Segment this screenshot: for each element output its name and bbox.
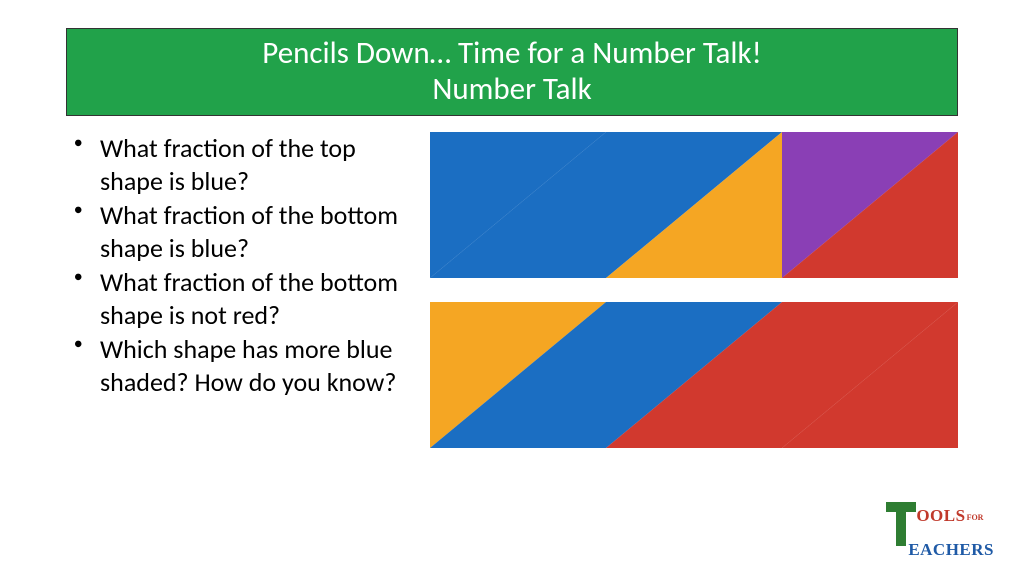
logo-ools: OOLS (916, 508, 965, 524)
question-item: Which shape has more blue shaded? How do… (70, 333, 415, 398)
shape-cell (606, 302, 782, 448)
question-item: What fraction of the bottom shape is not… (70, 266, 415, 331)
title-line-1: Pencils Down… Time for a Number Talk! (262, 36, 761, 72)
shape-row-bottom (430, 302, 958, 448)
question-item: What fraction of the top shape is blue? (70, 132, 415, 197)
logo-t-icon (886, 502, 916, 546)
shape-cell (430, 302, 606, 448)
question-item: What fraction of the bottom shape is blu… (70, 199, 415, 264)
shape-cell (430, 132, 606, 278)
tools-for-teachers-logo: OOLSFOR EACHERS (886, 502, 994, 558)
question-list: What fraction of the top shape is blue?W… (70, 132, 415, 400)
logo-eachers: EACHERS (908, 542, 994, 558)
title-bar: Pencils Down… Time for a Number Talk! Nu… (66, 28, 958, 116)
shape-row-top (430, 132, 958, 278)
logo-for: FOR (967, 514, 984, 522)
fraction-shapes (430, 132, 958, 472)
shape-cell (782, 132, 958, 278)
title-line-2: Number Talk (432, 72, 591, 108)
shape-cell (606, 132, 782, 278)
shape-cell (782, 302, 958, 448)
